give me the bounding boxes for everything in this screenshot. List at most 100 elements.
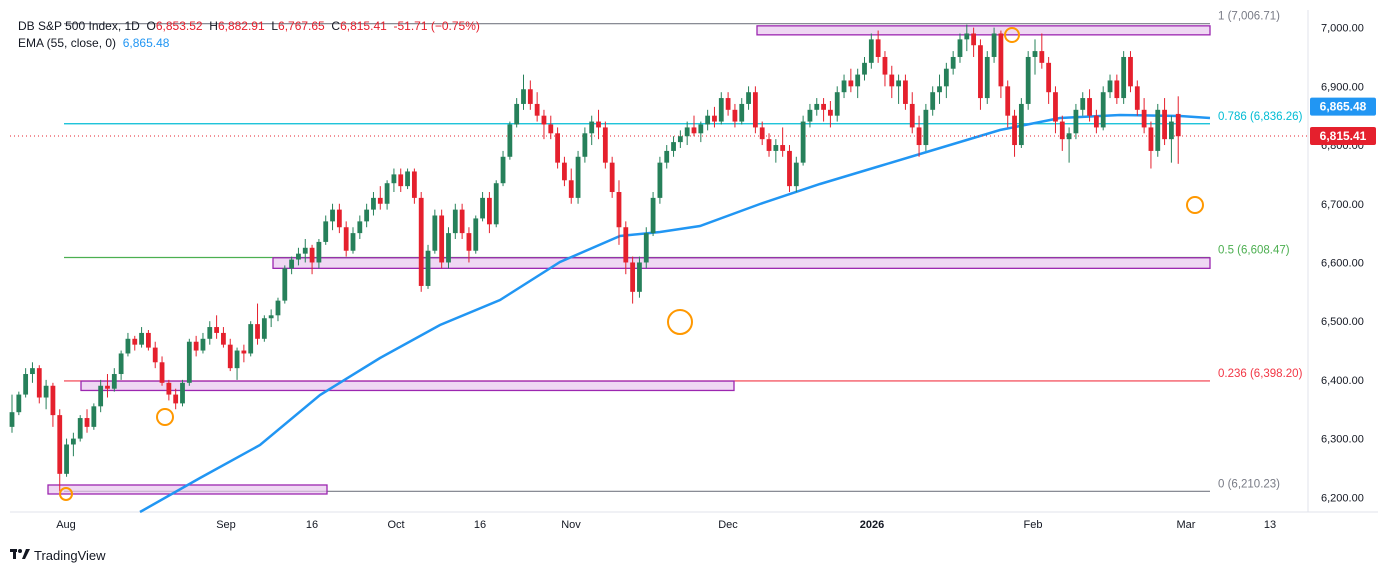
candle	[637, 256, 642, 298]
candle-body	[459, 209, 465, 234]
candle-body	[848, 80, 854, 87]
candle	[589, 115, 595, 146]
candle	[357, 215, 363, 239]
current-price-badge	[1310, 126, 1376, 145]
candle	[1169, 115, 1174, 163]
highlight-circle	[59, 487, 73, 501]
fib-level-label: 1 (7,006.71)	[1218, 11, 1280, 23]
candle	[125, 332, 131, 357]
y-tick-label: 6,500.00	[1321, 316, 1364, 328]
ema-label: EMA (55, close, 0)	[18, 36, 117, 50]
x-tick-label: Nov	[561, 519, 581, 531]
candle	[70, 432, 76, 457]
candle	[1053, 86, 1058, 134]
candle-body	[64, 444, 69, 474]
candle	[814, 98, 820, 116]
candle	[234, 347, 240, 380]
y-tick-label: 6,400.00	[1321, 375, 1364, 387]
candle	[780, 127, 786, 157]
candle-body	[432, 215, 438, 251]
candle	[500, 150, 506, 187]
candle	[118, 350, 124, 380]
candle	[1093, 109, 1099, 134]
candle	[1155, 103, 1161, 157]
candle	[1141, 98, 1147, 134]
candle	[316, 238, 322, 269]
x-tick-label: Aug	[56, 519, 76, 531]
candle	[1018, 98, 1024, 148]
change-value: -51.71 (−0.75%)	[393, 19, 480, 33]
candle	[923, 103, 929, 151]
candle	[616, 180, 622, 245]
candle-body	[841, 80, 847, 93]
candle	[193, 335, 199, 357]
candle	[978, 39, 983, 110]
candle	[364, 203, 370, 228]
y-tick-label: 7,000.00	[1321, 23, 1364, 35]
candle	[200, 332, 206, 354]
candle-body	[186, 341, 192, 383]
candle	[493, 180, 499, 228]
candle	[521, 74, 526, 110]
candle	[896, 74, 901, 104]
candle-body	[146, 332, 151, 348]
candle	[548, 115, 554, 140]
candle-body	[589, 121, 595, 134]
candle	[1107, 74, 1113, 99]
candle-body	[1169, 121, 1174, 140]
candle-body	[862, 62, 867, 75]
tradingview-brand[interactable]: TradingView	[10, 548, 106, 563]
candle	[555, 127, 560, 169]
candle	[527, 80, 533, 110]
candle	[582, 127, 588, 163]
candle-body	[814, 103, 820, 110]
candle	[1134, 80, 1140, 116]
candle-body	[343, 227, 349, 251]
symbol-name: DB S&P 500 Index, 1D	[18, 19, 140, 33]
candle	[909, 92, 915, 134]
candle-body	[739, 103, 745, 122]
candle	[759, 121, 765, 146]
candle-body	[596, 121, 601, 128]
support-resistance-zone	[80, 380, 735, 392]
candle	[609, 156, 615, 198]
candle-body	[616, 192, 622, 228]
candle-body	[957, 39, 963, 57]
candle-body	[807, 109, 813, 122]
candle	[487, 192, 492, 234]
candle	[1012, 109, 1017, 157]
candle	[889, 65, 895, 99]
candle-body	[493, 183, 499, 225]
candle-body	[868, 39, 874, 63]
candle	[296, 247, 301, 266]
candle	[418, 192, 424, 292]
candle-body	[718, 98, 724, 122]
candle-body	[466, 233, 472, 251]
candle	[289, 256, 295, 275]
candle-body	[725, 98, 731, 110]
candle	[105, 374, 110, 398]
candle-body	[527, 89, 533, 104]
candle-body	[282, 268, 288, 301]
candle-body	[1134, 86, 1140, 110]
candle	[227, 338, 233, 372]
fib-level-label: 0.5 (6,608.47)	[1218, 244, 1290, 256]
candle	[971, 27, 977, 57]
ema-row: EMA (55, close, 0) 6,865.48	[18, 35, 480, 52]
candle-body	[1005, 86, 1011, 116]
fib-level-label: 0 (6,210.23)	[1218, 478, 1280, 490]
candle-body	[125, 338, 131, 354]
candle-body	[875, 39, 881, 57]
candle-body	[991, 33, 997, 57]
candle-body	[302, 247, 308, 254]
candle	[630, 256, 636, 304]
candle	[916, 115, 922, 157]
candle-body	[978, 45, 983, 99]
candle-body	[759, 127, 765, 140]
candle	[64, 438, 69, 477]
candle-body	[916, 127, 922, 146]
ema-line	[139, 113, 1211, 514]
candle	[732, 103, 738, 128]
candle	[84, 409, 90, 433]
